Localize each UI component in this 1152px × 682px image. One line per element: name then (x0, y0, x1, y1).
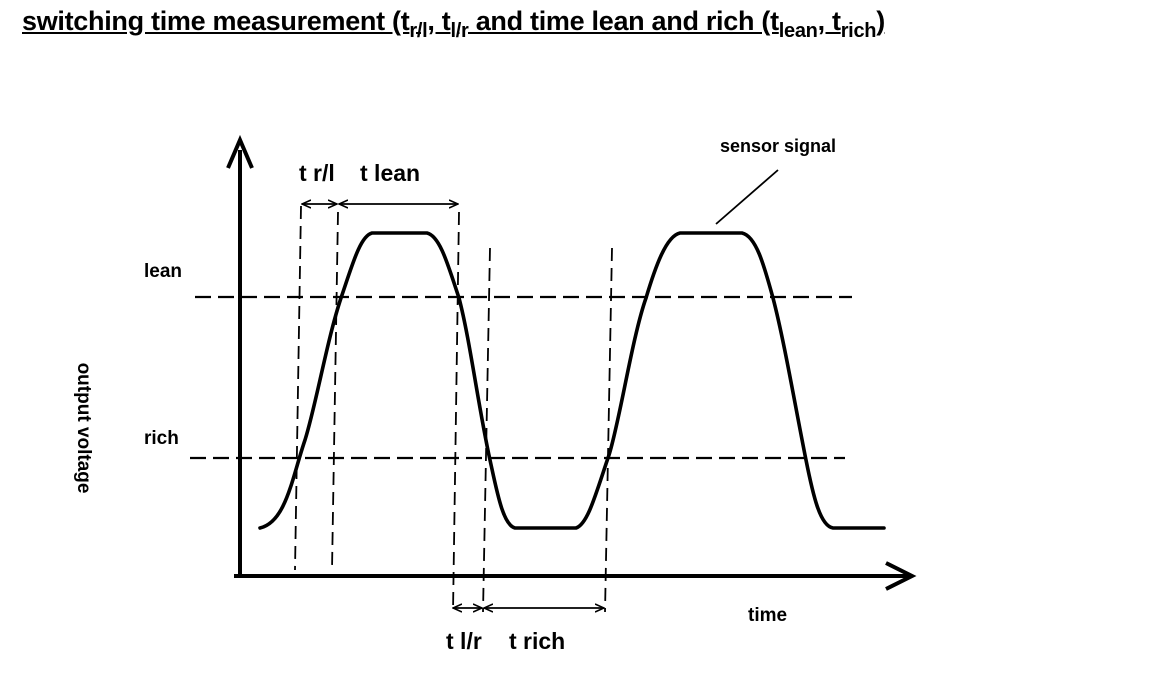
title-sub-t-lr: l/r (450, 20, 469, 42)
y-axis-arrowhead-icon (226, 134, 254, 169)
title-suffix: ) (876, 6, 885, 36)
marker-rl-end (331, 211, 339, 571)
signal-label: sensor signal (720, 136, 836, 156)
title-sub-t-lean: lean (778, 20, 818, 42)
span-label-t-lr: t l/r (446, 628, 482, 654)
span-label-t-rl: t r/l (299, 160, 335, 186)
time-markers (294, 205, 613, 613)
marker-rl-start (294, 205, 302, 571)
title-sep-2: , t (817, 6, 841, 36)
y-axis-label: output voltage (73, 363, 94, 494)
marker-rich-end (604, 247, 613, 613)
span-label-t-rich: t rich (509, 628, 565, 654)
title-sub-t-rl: r/l (409, 20, 428, 42)
marker-lr-end (482, 247, 491, 613)
level-label-lean: lean (144, 261, 182, 282)
x-axis-label: time (748, 605, 787, 626)
span-label-t-lean: t lean (360, 160, 420, 186)
level-label-rich: rich (144, 428, 179, 449)
marker-lean-end (452, 211, 460, 613)
x-axis-arrowhead-icon (885, 561, 917, 591)
title-sub-t-rich: rich (840, 20, 877, 42)
title-prefix: switching time measurement (t (22, 6, 410, 36)
signal-pointer-line (715, 169, 779, 225)
title-sep-1: , t (427, 6, 451, 36)
page-title: switching time measurement (tr/l, tl/r a… (22, 6, 885, 43)
sensor-signal-curve (258, 231, 886, 530)
title-mid: and time lean and rich (t (468, 6, 779, 36)
